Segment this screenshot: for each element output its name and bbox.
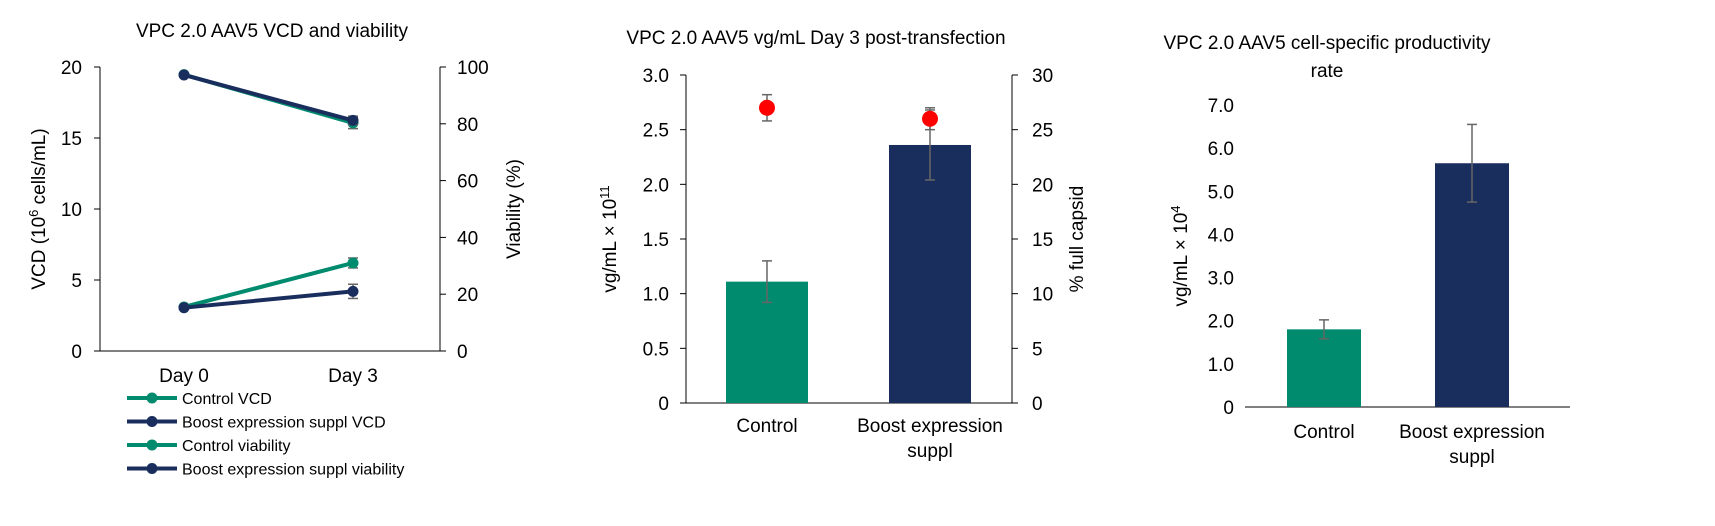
chart1-legend-label: Control viability — [182, 438, 290, 455]
chart3-y-tick-label: 2.0 — [1208, 312, 1234, 333]
chart3-x-tick-label: Control — [1293, 422, 1354, 443]
chart2-y2-tick-label: 25 — [1032, 121, 1053, 142]
chart2-x-tick-label-line: suppl — [907, 441, 952, 462]
chart3-x-tick-label-line: suppl — [1449, 447, 1494, 468]
chart3-y-tick-label: 7.0 — [1208, 96, 1234, 117]
chart1-y-axis-label: VCD (106 cells/mL) — [26, 128, 51, 289]
chart1-y2-tick-label: 100 — [457, 58, 489, 79]
chart2-x-tick-label-line: Boost expression — [857, 416, 1003, 437]
chart1-y-tick-label: 0 — [71, 342, 82, 363]
chart2-y-axis-label: vg/mL × 1011 — [597, 185, 622, 292]
chart1-y-axis-label-superscript: 6 — [26, 210, 41, 217]
chart3-y-tick-label: 0 — [1223, 398, 1234, 419]
chart1-y-tick-label: 20 — [61, 58, 82, 79]
chart3-title-line2: rate — [1311, 61, 1344, 82]
chart2-y-tick-label: 0.5 — [643, 339, 669, 360]
chart1-y2-tick-label: 40 — [457, 228, 478, 249]
chart3-x-tick-label-line: Boost expression — [1399, 422, 1545, 443]
chart2-y2-tick-label: 20 — [1032, 175, 1053, 196]
chart3-y-tick-label: 1.0 — [1208, 355, 1234, 376]
chart1-legend-label: Boost expression suppl viability — [182, 462, 404, 479]
chart2-y-tick-label: 2.5 — [643, 121, 669, 142]
chart2-y-axis-label-text: vg/mL × 10 — [600, 199, 621, 293]
chart1-y-axis-label-text: VCD (10 — [29, 217, 50, 290]
chart3-title-line1: VPC 2.0 AAV5 cell-specific productivity — [1163, 33, 1491, 54]
chart2-y-tick-label: 2.0 — [643, 175, 669, 196]
chart2-x-tick-label: Control — [736, 416, 797, 437]
chart3-y-tick-label: 6.0 — [1208, 139, 1234, 160]
chart1-legend-swatch-marker — [146, 416, 158, 427]
chart1-x-tick-label: Day 3 — [328, 366, 378, 387]
chart3-y-axis-label: vg/mL × 104 — [1168, 205, 1193, 306]
chart1-series-line — [183, 73, 354, 123]
chart2-bar — [889, 144, 971, 403]
chart1-x-tick-label: Day 0 — [159, 366, 209, 387]
chart1-data-point — [178, 302, 190, 314]
chart3-bar — [1435, 163, 1509, 407]
chart1-legend-swatch-marker — [146, 439, 158, 451]
chart1-data-point — [178, 69, 190, 81]
chart1-legend-swatch-marker — [146, 463, 158, 474]
chart1-y-tick-label: 5 — [71, 271, 82, 292]
chart1-y2-tick-label: 20 — [457, 285, 478, 306]
chart1-y2-axis-label: Viability (%) — [504, 159, 525, 259]
chart3-y-axis-label-text: vg/mL × 10 — [1171, 213, 1192, 307]
chart1-data-point — [347, 257, 359, 269]
chart2-y-axis-label-superscript: 11 — [597, 185, 612, 199]
chart1-y2-tick-label: 60 — [457, 172, 478, 193]
chart2-title: VPC 2.0 AAV5 vg/mL Day 3 post-transfecti… — [626, 28, 1005, 49]
chart3-y-tick-label: 4.0 — [1208, 225, 1234, 246]
chart3-x-tick-label: Boost expression suppl — [1399, 422, 1545, 468]
chart2-x-tick-label: Boost expression suppl — [857, 416, 1003, 462]
chart2-y2-axis-label: % full capsid — [1067, 186, 1088, 293]
chart2-y2-tick-label: 0 — [1032, 394, 1043, 415]
chart3-y-tick-label: 3.0 — [1208, 269, 1234, 290]
chart1-title: VPC 2.0 AAV5 VCD and viability — [136, 21, 409, 42]
chart2-y2-tick-label: 10 — [1032, 285, 1053, 306]
chart2-y-tick-label: 3.0 — [643, 66, 669, 87]
chart1-data-point — [347, 285, 359, 297]
chart2-y-tick-label: 1.5 — [643, 230, 669, 251]
chart1-legend-label: Control VCD — [182, 391, 272, 408]
chart2-y2-tick-label: 30 — [1032, 66, 1053, 87]
chart2-y2-tick-label: 15 — [1032, 230, 1053, 251]
chart2-y2-tick-label: 5 — [1032, 339, 1043, 360]
chart1-y-axis-label-suffix: cells/mL) — [29, 128, 50, 209]
chart1-y-tick-label: 10 — [61, 200, 82, 221]
chart1-legend-swatch-marker — [146, 392, 158, 404]
chart1-y2-tick-label: 80 — [457, 115, 478, 136]
chart1-y-tick-label: 15 — [61, 129, 82, 150]
chart2-y-tick-label: 1.0 — [643, 285, 669, 306]
chart1-legend-label: Boost expression suppl VCD — [182, 415, 386, 432]
chart1-series-line — [183, 261, 354, 309]
chart2-capsid-point — [759, 99, 775, 116]
chart3-y-tick-label: 5.0 — [1208, 182, 1234, 203]
chart3-y-axis-label-superscript: 4 — [1168, 205, 1183, 212]
chart1-data-point — [347, 114, 359, 126]
chart2-y-tick-label: 0 — [658, 394, 669, 415]
chart3-bar — [1287, 329, 1361, 407]
chart2-capsid-point — [922, 110, 938, 127]
chart1-series-line — [183, 289, 354, 310]
chart1-y2-tick-label: 0 — [457, 342, 468, 363]
